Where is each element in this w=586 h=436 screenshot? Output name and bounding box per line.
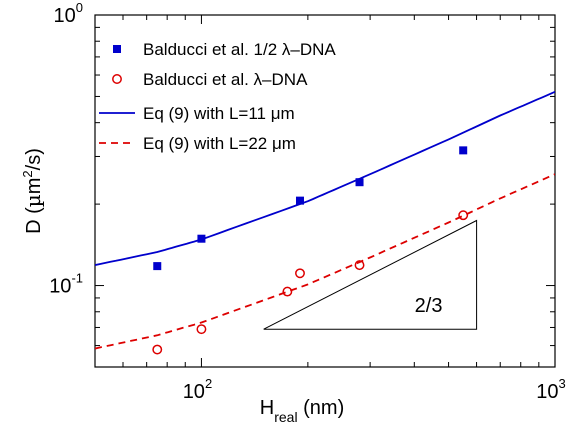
series-line bbox=[95, 90, 555, 266]
y-tick-label: 10-1 bbox=[49, 271, 83, 298]
plot-area: 2/3 bbox=[95, 90, 555, 355]
legend: Balducci et al. 1/2 λ–DNA Balducci et al.… bbox=[99, 40, 336, 153]
data-point-square bbox=[153, 262, 162, 271]
legend-marker-square bbox=[113, 45, 121, 53]
data-point-circle bbox=[295, 268, 305, 279]
legend-label: Eq (9) with L=11 μm bbox=[143, 104, 295, 123]
data-point-square bbox=[197, 234, 206, 243]
slope-annotation: 2/3 bbox=[263, 219, 478, 330]
tick-labels: 102 103 10-1 100 bbox=[49, 0, 566, 403]
data-point-circle bbox=[152, 344, 163, 355]
data-point-circle bbox=[354, 260, 365, 271]
data-point-square bbox=[459, 146, 468, 155]
data-markers bbox=[152, 146, 469, 355]
legend-label: Balducci et al. λ–DNA bbox=[143, 70, 308, 89]
slope-label: 2/3 bbox=[415, 295, 443, 317]
legend-label: Balducci et al. 1/2 λ–DNA bbox=[143, 40, 336, 59]
slope-triangle bbox=[263, 219, 478, 330]
fit-lines bbox=[95, 90, 555, 350]
data-point-square bbox=[295, 196, 304, 205]
x-tick-label: 102 bbox=[183, 376, 212, 403]
x-tick-label: 103 bbox=[536, 376, 565, 403]
series-line bbox=[95, 173, 555, 350]
axis-ticks bbox=[95, 15, 555, 367]
y-axis-label: D (µm2/s) bbox=[20, 148, 45, 234]
x-axis-label: Hreal (nm) bbox=[260, 397, 344, 425]
y-tick-label: 100 bbox=[54, 0, 83, 27]
data-point-square bbox=[355, 178, 364, 187]
legend-label: Eq (9) with L=22 μm bbox=[143, 134, 296, 153]
plot-frame bbox=[94, 14, 556, 368]
legend-marker-circle bbox=[112, 74, 122, 84]
data-point-circle bbox=[196, 324, 207, 335]
data-point-circle bbox=[282, 286, 293, 297]
data-point-circle bbox=[458, 210, 469, 221]
